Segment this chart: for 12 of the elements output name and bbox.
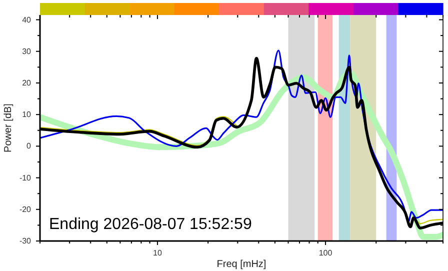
- y-tick-label: 0: [26, 142, 32, 151]
- y-tick-label: 40: [22, 15, 32, 24]
- y-tick-label: 30: [22, 46, 32, 56]
- x-tick-label: 100: [318, 248, 333, 258]
- y-tick-label: -20: [19, 204, 32, 214]
- y-axis-title: Power [dB]: [3, 103, 14, 152]
- y-tick-label: 10: [22, 110, 32, 120]
- y-tick-label: -30: [19, 236, 32, 246]
- annotation: Ending 2026-08-07 15:52:59: [49, 216, 252, 233]
- y-tick-label: -10: [19, 173, 32, 182]
- y-tick-label: 20: [22, 78, 32, 88]
- x-axis-title: Freq [mHz]: [216, 259, 266, 270]
